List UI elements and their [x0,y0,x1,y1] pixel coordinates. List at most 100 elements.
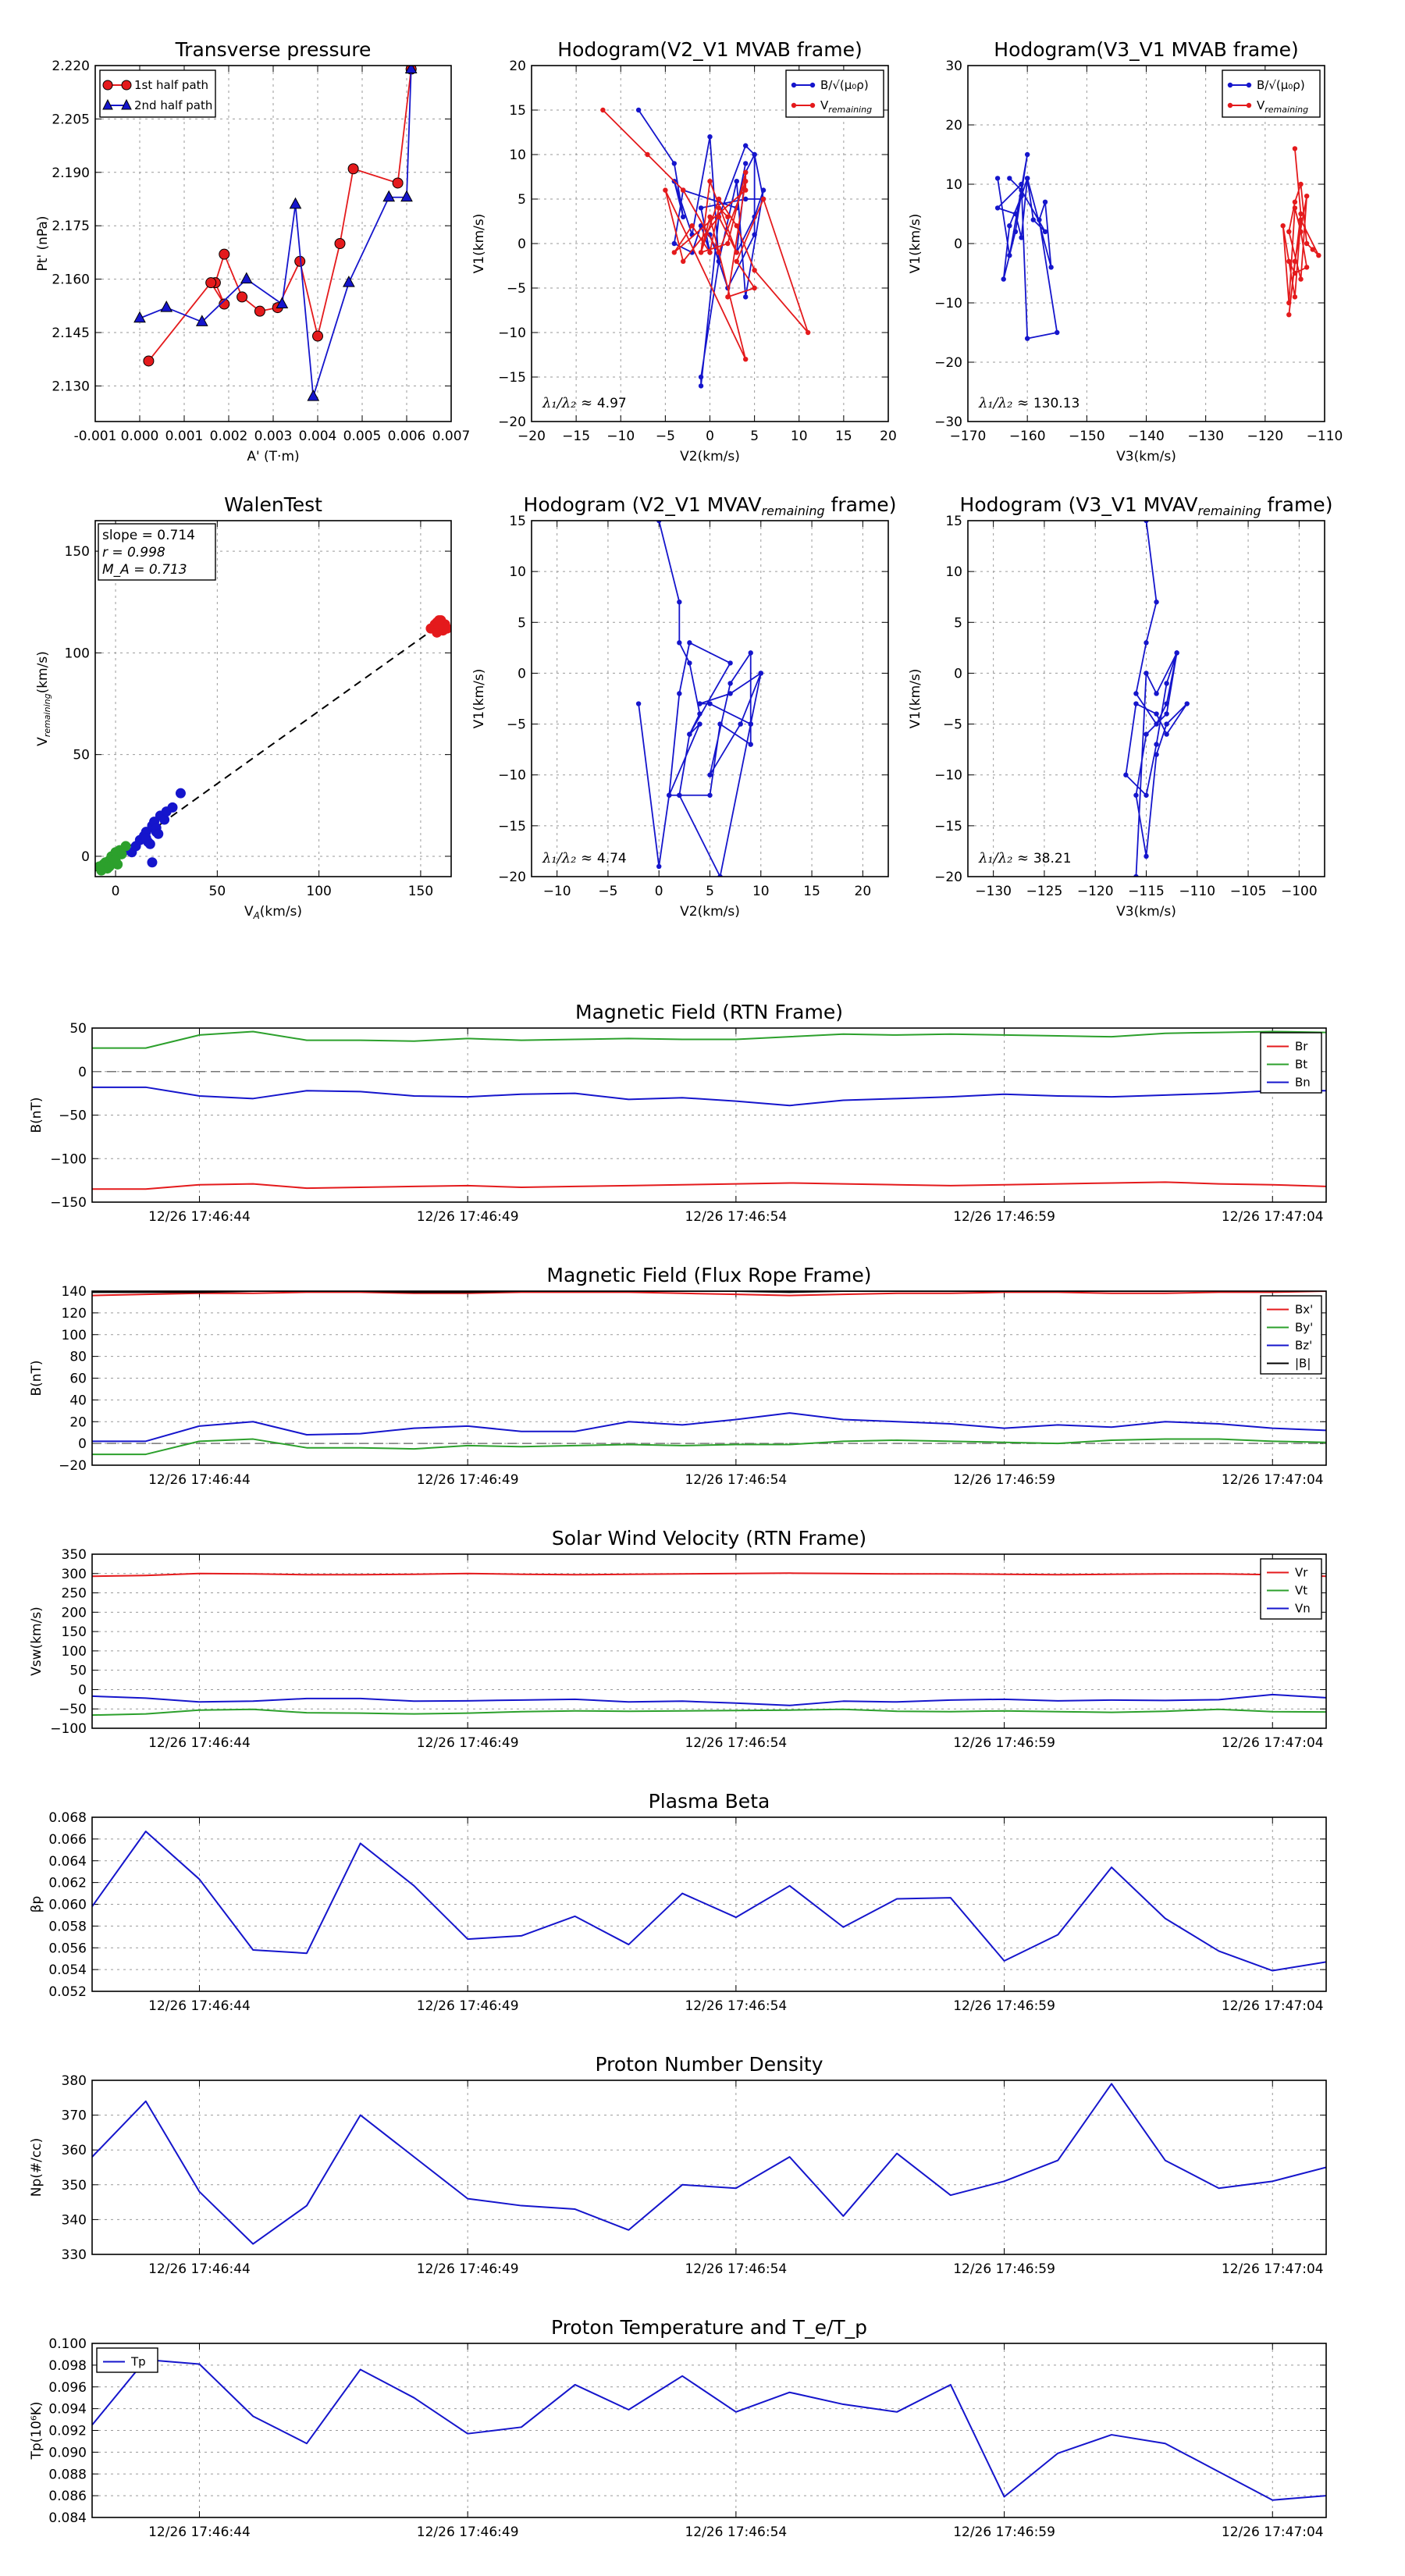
x-tick-label: −5 [656,429,675,444]
y-tick-label: −10 [934,296,962,311]
y-tick-label: 140 [62,1284,87,1300]
series-bx--line [92,1291,1326,1297]
legend-label: By' [1295,1321,1313,1335]
series-v-remaining-point [1286,312,1292,318]
series-v-remaining-point [1286,258,1292,264]
x-tick-label: 12/26 17:46:49 [417,1209,519,1225]
y-axis-label: B(nT) [29,1097,44,1133]
y-tick-label: −20 [498,415,526,430]
y-tick-label: −20 [59,1458,87,1474]
series-b--point [1019,181,1024,187]
series-hodogram-point [1164,681,1169,686]
legend-label: 1st half path [134,78,208,92]
y-tick-label: −15 [498,370,526,386]
plot-area [92,1831,1326,1972]
series-v-remaining-point [734,258,739,264]
series-2nd-half-path-point [307,390,320,401]
series-cluster-blue-point [167,802,178,813]
y-tick-label: 340 [62,2212,87,2228]
series-hodogram-point [1154,721,1159,727]
series-hodogram-line [1125,521,1188,877]
y-axis-label: Vsw(km/s) [29,1606,44,1676]
y-tick-label: −20 [934,870,962,885]
series-2nd-half-path-point [160,301,173,312]
x-tick-label: 12/26 17:47:04 [1222,2261,1324,2277]
y-tick-label: 15 [945,514,962,529]
legend-marker [121,98,132,110]
series-v-remaining-point [716,214,722,219]
y-tick-label: −5 [943,717,962,733]
y-tick-label: 0.058 [48,1919,87,1934]
stats-box [98,523,216,581]
legend-label-part: V [820,98,829,112]
series-v-remaining-point [1298,211,1304,217]
series-v-remaining-point [734,250,739,255]
x-tick-label: 10 [752,884,770,899]
series-b--point [671,161,677,166]
y-axis-label: Np(#/cc) [29,2138,44,2197]
x-tick-label: 12/26 17:46:59 [953,1998,1055,2014]
y-tick-label: 40 [69,1393,87,1408]
x-tick-label: 50 [209,884,226,899]
plot-area [600,107,811,389]
series-v-remaining-point [716,205,722,211]
plot-area [95,615,451,876]
series-b--point [760,187,767,193]
series-v-remaining-point [1292,258,1298,264]
series-b--point [743,196,749,202]
x-tick-label: −125 [1026,884,1063,899]
x-tick-label: 12/26 17:46:44 [148,1472,251,1488]
series-hodogram-point [1184,701,1190,706]
axes-frame [531,65,889,422]
series-b--point [1042,199,1048,205]
legend-marker [791,82,797,88]
y-tick-label: −15 [498,819,526,834]
series-2nd-half-path-point [276,297,289,309]
annotation-value: 4.74 [597,851,627,866]
annotation-lambda: λ₁/λ₂ ≈ [542,395,597,411]
axes-frame [531,520,889,877]
series-b--point [1048,265,1054,270]
series-b--point [743,161,749,166]
x-tick-label: −140 [1128,429,1165,444]
chart-title: Hodogram(V2_V1 MVAB frame) [557,38,862,61]
series-tp-line [92,2358,1326,2501]
legend-label: Bz' [1295,1339,1312,1353]
legend: 1st half path 2nd half path [99,69,216,118]
legend-label: Bt [1295,1058,1307,1072]
legend-label-sub: remaining [1264,105,1308,115]
axes-frame [91,2343,1327,2518]
series-2nd-half-path-point [195,315,208,326]
annotation-lambda: λ₁/λ₂ ≈ [542,850,597,866]
legend: B/√(μ₀ρ) Vremaining [785,69,884,118]
y-tick-label: 200 [62,1605,87,1621]
legend-frame [1260,1558,1322,1620]
x-tick-label: 12/26 17:46:44 [148,1209,251,1225]
y-tick-label: 100 [62,1644,87,1660]
y-tick-label: −5 [507,281,526,297]
axes-frame [91,1027,1327,1203]
x-tick-label: 12/26 17:46:49 [417,1735,519,1751]
series-hodogram-point [697,701,702,706]
y-tick-label: 300 [62,1567,87,1582]
annotation-value: 4.97 [597,396,627,411]
series-2nd-half-path-line [139,69,412,397]
chart-hodogram-v2-v1-mvab: Hodogram(V2_V1 MVAB frame) −20 −15 −10 −5 0 5 1… [471,38,897,464]
chart-magnetic-field-flux-rope: Magnetic Field (Flux Rope Frame) 12/26 17… [29,1264,1327,1488]
axes-frame [91,1553,1327,1729]
legend-label: Bn [1295,1076,1311,1090]
series-b--point [698,383,704,389]
legend-frame [785,69,884,118]
series-v-remaining-point [743,179,749,184]
axes-frame [967,520,1325,877]
legend-marker [102,80,113,91]
x-tick-label: 0.006 [388,429,426,444]
series-b--point [1001,276,1006,282]
y-tick-label: 20 [69,1414,87,1430]
series-vr-line [92,1572,1326,1578]
x-tick-label: −105 [1230,884,1267,899]
y-tick-label: 5 [518,615,526,631]
series-b--point [1030,217,1036,222]
